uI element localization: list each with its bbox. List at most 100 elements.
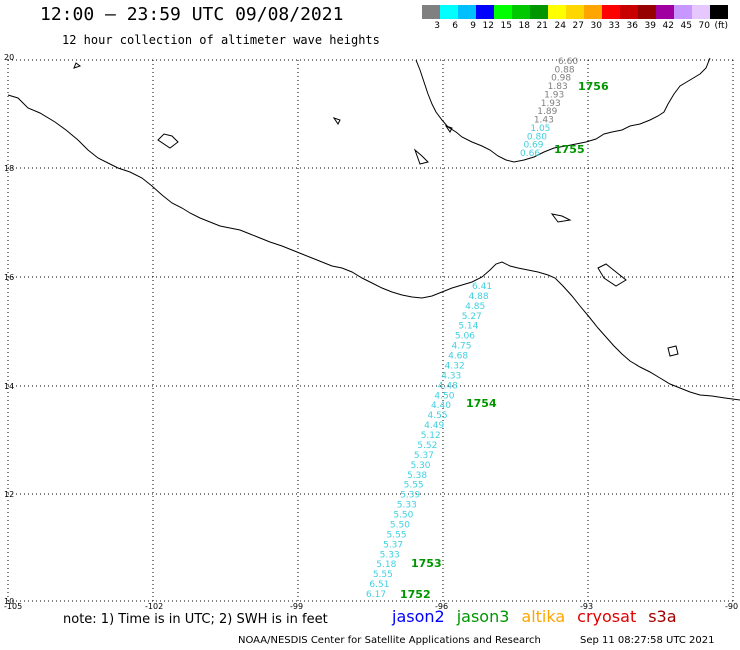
wave-height-value: 1.93 <box>544 90 564 100</box>
wave-height-value: 6.41 <box>472 282 492 292</box>
wave-height-value: 1.93 <box>541 99 561 109</box>
wave-height-value: 0.88 <box>555 65 575 75</box>
wave-height-value: 5.27 <box>462 312 482 322</box>
colorbar-label: 24 <box>554 21 566 31</box>
longitude-label: -102 <box>145 602 163 611</box>
pass-time-label: 1752 <box>400 588 431 601</box>
wave-height-value: 4.40 <box>431 401 451 411</box>
satellite-legend-item: jason2 <box>392 607 445 626</box>
wave-height-value: 6.60 <box>558 57 578 67</box>
latitude-label: 20 <box>4 53 14 62</box>
wave-height-value: 6.51 <box>369 580 389 590</box>
colorbar-swatch <box>656 5 674 19</box>
colorbar-label: 27 <box>572 21 584 31</box>
colorbar-swatch <box>476 5 494 19</box>
wave-height-value: 4.33 <box>441 371 461 381</box>
wave-height-value: 0.69 <box>523 141 543 151</box>
units-note: note: 1) Time is in UTC; 2) SWH is in fe… <box>63 612 328 627</box>
pass-time-label: 1756 <box>578 80 609 93</box>
colorbar-labels: 3 6 9 12 15 18 21 24 27 30 33 36 39 42 45 70 (ft) <box>422 21 728 31</box>
wave-height-value: 5.18 <box>376 560 396 570</box>
wave-height-value: 5.39 <box>400 491 420 501</box>
wave-height-value: 1.43 <box>534 116 554 126</box>
colorbar-swatch <box>512 5 530 19</box>
colorbar-swatch <box>620 5 638 19</box>
wave-height-value: 4.32 <box>445 361 465 371</box>
longitude-label: -99 <box>290 602 303 611</box>
wave-height-value: 5.30 <box>410 461 430 471</box>
wave-height-value: 0.98 <box>551 74 571 84</box>
satellite-legend-item: altika <box>521 607 566 626</box>
wave-height-value: 1.05 <box>530 124 550 134</box>
colorbar-label: 9 <box>470 21 476 31</box>
colorbar-label: 45 <box>680 21 692 31</box>
wave-height-value: 5.50 <box>390 520 410 530</box>
yucatan-gulf-coastline <box>415 57 711 163</box>
pass-time-label: 1754 <box>466 397 497 410</box>
north-satellite-track: 6.600.880.981.831.931.931.891.431.050.80… <box>520 57 578 159</box>
colorbar-label: (ft) <box>714 21 728 31</box>
colorbar-label: 36 <box>626 21 638 31</box>
longitude-label: -96 <box>435 602 448 611</box>
latitude-label: 14 <box>4 382 14 391</box>
colorbar-swatch <box>440 5 458 19</box>
wave-height-colorbar <box>422 5 728 19</box>
colorbar-label: 15 <box>500 21 512 31</box>
south-satellite-track: 6.414.884.855.275.145.064.754.684.324.33… <box>366 282 492 600</box>
colorbar-swatch <box>692 5 710 19</box>
colorbar-swatch <box>584 5 602 19</box>
satellite-legend: jason2 jason3 altika cryosat s3a <box>392 607 677 626</box>
colorbar-label: 30 <box>590 21 602 31</box>
satellite-legend-item: cryosat <box>577 607 637 626</box>
colorbar-label: 3 <box>434 21 440 31</box>
wave-height-value: 5.55 <box>373 570 393 580</box>
generation-timestamp: Sep 11 08:27:58 UTC 2021 <box>580 635 715 646</box>
wave-height-value: 5.38 <box>407 471 427 481</box>
wave-height-value: 6.17 <box>366 590 386 600</box>
wave-height-value: 4.49 <box>424 421 444 431</box>
wave-height-value: 5.37 <box>383 540 403 550</box>
latitude-label: 16 <box>4 273 14 282</box>
colorbar-label: 6 <box>452 21 458 31</box>
latitude-label: 12 <box>4 490 14 499</box>
wave-height-value: 5.55 <box>387 530 407 540</box>
wave-height-value: 5.33 <box>397 501 417 511</box>
wave-height-value: 1.83 <box>548 82 568 92</box>
wave-height-value: 5.55 <box>404 481 424 491</box>
wave-height-value: 5.50 <box>393 511 413 521</box>
colorbar-swatch <box>566 5 584 19</box>
colorbar-label: 39 <box>644 21 656 31</box>
wave-height-value: 4.55 <box>428 411 448 421</box>
colorbar-swatch <box>710 5 728 19</box>
longitude-label: -105 <box>4 602 22 611</box>
colorbar-swatch <box>422 5 440 19</box>
coastline <box>7 57 740 401</box>
colorbar-swatch <box>638 5 656 19</box>
latitude-label: 10 <box>4 597 14 606</box>
mexico-pacific-coastline <box>7 94 740 401</box>
map-subtitle: 12 hour collection of altimeter wave hei… <box>62 33 380 47</box>
wave-height-value: 4.50 <box>434 391 454 401</box>
wave-height-value: 0.66 <box>520 149 540 159</box>
colorbar-swatch <box>674 5 692 19</box>
colorbar-swatch <box>458 5 476 19</box>
wave-height-value: 5.06 <box>455 332 475 342</box>
satellite-legend-item: jason3 <box>456 607 510 626</box>
colorbar-label: 18 <box>518 21 530 31</box>
colorbar-swatch <box>530 5 548 19</box>
colorbar-swatch <box>602 5 620 19</box>
lat-lon-grid <box>7 59 734 602</box>
wave-height-value: 5.14 <box>458 322 478 332</box>
wave-height-value: 0.80 <box>527 132 547 142</box>
pass-time-label: 1755 <box>554 143 585 156</box>
wave-height-value: 4.85 <box>465 302 485 312</box>
wave-height-value: 4.75 <box>451 342 471 352</box>
wave-height-value: 5.52 <box>417 441 437 451</box>
wave-height-value: 1.89 <box>537 107 557 117</box>
wave-height-value: 4.68 <box>448 352 468 362</box>
colorbar-label: 21 <box>536 21 548 31</box>
colorbar-label: 70 <box>698 21 710 31</box>
wave-height-value: 5.37 <box>414 451 434 461</box>
colorbar-swatch <box>548 5 566 19</box>
